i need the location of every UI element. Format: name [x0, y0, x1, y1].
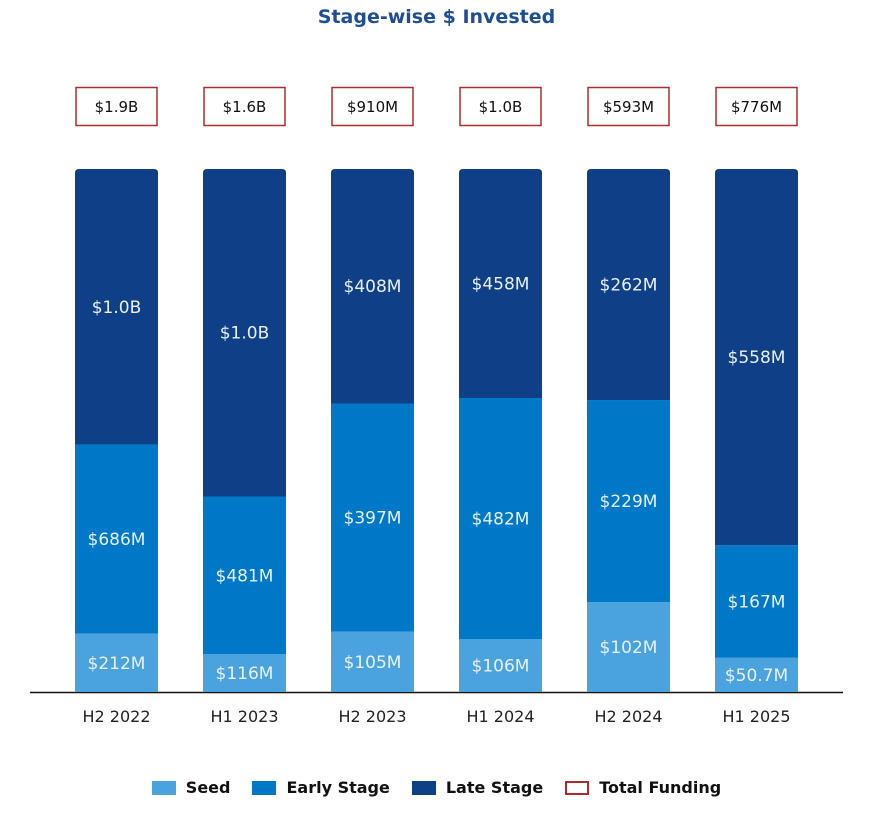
legend-item-seed: Seed — [151, 778, 231, 797]
bar-early-stage-h1-2025 — [715, 545, 798, 658]
x-tick-label-h2-2023: H2 2023 — [338, 707, 406, 726]
legend-item-early-stage: Early Stage — [252, 778, 390, 797]
bar-late-stage-h2-2024 — [587, 169, 670, 401]
data-label-early-stage-h2-2023: $397M — [344, 509, 402, 529]
bar-late-stage-h1-2023 — [203, 169, 286, 497]
data-label-seed-h2-2023: $105M — [344, 653, 402, 673]
legend-label-early-stage: Early Stage — [286, 778, 390, 797]
total-box-h1-2025 — [715, 86, 798, 127]
x-tick-label-h1-2024: H1 2024 — [466, 707, 534, 726]
data-label-early-stage-h2-2024: $229M — [600, 492, 658, 512]
bar-early-stage-h1-2024 — [459, 398, 542, 639]
bar-seed-h2-2024 — [587, 602, 670, 692]
legend-swatch-late-stage — [411, 780, 436, 795]
total-label-h2-2022: $1.9B — [95, 98, 139, 116]
data-label-seed-h1-2024: $106M — [472, 657, 530, 677]
data-label-late-stage-h1-2023: $1.0B — [220, 324, 270, 344]
bar-seed-h1-2023 — [203, 654, 286, 692]
total-box-h2-2023 — [331, 86, 414, 127]
bar-late-stage-h2-2022 — [75, 169, 158, 445]
data-label-late-stage-h2-2022: $1.0B — [92, 298, 142, 318]
bar-early-stage-h1-2023 — [203, 496, 286, 655]
legend: Seed Early Stage Late Stage Total Fundin… — [0, 778, 873, 797]
data-label-early-stage-h1-2025: $167M — [728, 593, 786, 613]
bar-seed-h1-2025 — [715, 657, 798, 692]
data-label-late-stage-h2-2024: $262M — [600, 276, 658, 296]
data-label-late-stage-h1-2025: $558M — [728, 348, 786, 368]
bar-seed-h2-2023 — [331, 631, 414, 692]
data-label-late-stage-h2-2023: $408M — [344, 277, 402, 297]
legend-item-total-funding: Total Funding — [565, 778, 721, 797]
total-label-h1-2024: $1.0B — [479, 98, 523, 116]
data-label-seed-h2-2022: $212M — [88, 654, 146, 674]
data-label-seed-h1-2023: $116M — [216, 664, 274, 684]
data-label-seed-h2-2024: $102M — [600, 638, 658, 658]
total-box-h1-2024 — [459, 86, 542, 127]
legend-label-total-funding: Total Funding — [599, 778, 722, 797]
chart-title: Stage-wise $ Invested — [317, 6, 556, 28]
bar-seed-h1-2024 — [459, 639, 542, 692]
total-box-h2-2022 — [75, 86, 158, 127]
legend-swatch-seed — [151, 780, 176, 795]
total-label-h1-2025: $776M — [731, 98, 782, 116]
total-label-h2-2023: $910M — [347, 98, 398, 116]
total-box-h2-2024 — [587, 86, 670, 127]
x-tick-label-h1-2025: H1 2025 — [722, 707, 790, 726]
legend-item-late-stage: Late Stage — [411, 778, 544, 797]
total-label-h1-2023: $1.6B — [223, 98, 267, 116]
data-label-early-stage-h1-2023: $481M — [216, 566, 274, 586]
bar-late-stage-h2-2023 — [331, 169, 414, 404]
bar-late-stage-h1-2024 — [459, 169, 542, 398]
bar-seed-h2-2022 — [75, 633, 158, 692]
data-label-seed-h1-2025: $50.7M — [725, 666, 788, 686]
x-tick-label-h2-2022: H2 2022 — [82, 707, 150, 726]
data-label-early-stage-h2-2022: $686M — [88, 530, 146, 550]
bar-early-stage-h2-2023 — [331, 403, 414, 632]
x-tick-label-h1-2023: H1 2023 — [210, 707, 278, 726]
data-label-late-stage-h1-2024: $458M — [472, 275, 530, 295]
bar-late-stage-h1-2025 — [715, 169, 798, 546]
legend-swatch-early-stage — [252, 780, 277, 795]
data-label-early-stage-h1-2024: $482M — [472, 510, 530, 530]
bar-early-stage-h2-2024 — [587, 400, 670, 603]
bar-early-stage-h2-2022 — [75, 444, 158, 634]
total-box-h1-2023 — [203, 86, 286, 127]
x-tick-label-h2-2024: H2 2024 — [594, 707, 662, 726]
total-label-h2-2024: $593M — [603, 98, 654, 116]
legend-swatch-total-funding — [565, 780, 590, 795]
legend-label-late-stage: Late Stage — [445, 778, 544, 797]
legend-label-seed: Seed — [185, 778, 231, 797]
